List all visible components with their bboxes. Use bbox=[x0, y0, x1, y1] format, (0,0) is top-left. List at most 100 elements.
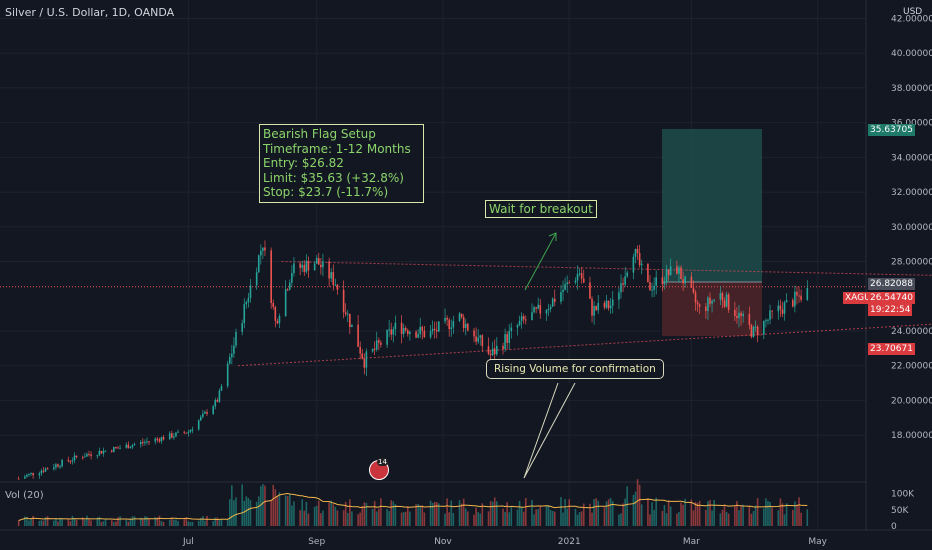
candle-body bbox=[86, 454, 88, 457]
candle-body bbox=[740, 312, 742, 317]
candle-body bbox=[55, 464, 57, 468]
volume-bar bbox=[582, 503, 585, 526]
volume-bar bbox=[44, 517, 47, 526]
volume-bar bbox=[247, 497, 250, 526]
volume-bar bbox=[171, 517, 173, 526]
flag-trendline bbox=[238, 323, 932, 367]
candle-body bbox=[423, 330, 426, 338]
volume-bar bbox=[351, 511, 353, 526]
volume-bar bbox=[139, 517, 142, 526]
countdown-badge: 19:22:54 bbox=[868, 304, 913, 316]
volume-bar bbox=[796, 505, 798, 526]
candle-body bbox=[276, 320, 279, 324]
candle-body bbox=[84, 456, 86, 458]
volume-bar bbox=[553, 511, 556, 526]
candle-body bbox=[406, 330, 409, 335]
candle-body bbox=[524, 319, 527, 321]
volume-bar bbox=[146, 516, 148, 526]
volume-bar bbox=[448, 512, 450, 526]
volume-bar bbox=[798, 497, 800, 526]
volume-bar bbox=[464, 508, 467, 526]
candle-body bbox=[146, 441, 148, 443]
volume-bar bbox=[260, 486, 262, 526]
volume-bar bbox=[651, 502, 653, 526]
volume-bar bbox=[707, 501, 709, 526]
volume-bar bbox=[197, 520, 200, 526]
candle-body bbox=[709, 297, 711, 304]
setup-line: Timeframe: 1-12 Months bbox=[263, 141, 411, 156]
volume-bar bbox=[363, 502, 366, 526]
y-tick-label: 28.00000 bbox=[891, 258, 932, 268]
candle-body bbox=[344, 312, 347, 315]
volume-bar bbox=[69, 521, 72, 526]
candle-body bbox=[361, 353, 364, 359]
volume-bar bbox=[373, 500, 376, 526]
volume-bar bbox=[375, 511, 378, 526]
volume-bar bbox=[777, 510, 780, 526]
volume-bar bbox=[692, 510, 695, 526]
chart-title[interactable]: Silver / U.S. Dollar, 1D, OANDA bbox=[5, 6, 175, 19]
candle-body bbox=[690, 276, 693, 288]
volume-bar bbox=[113, 522, 115, 526]
volume-bar bbox=[388, 510, 390, 526]
volume-bar bbox=[771, 507, 773, 526]
volume-bar bbox=[270, 500, 272, 526]
breakout-note[interactable]: Wait for breakout bbox=[485, 200, 597, 218]
volume-bar bbox=[589, 503, 591, 526]
candle-body bbox=[653, 285, 655, 290]
candle-body bbox=[243, 304, 246, 324]
candle-body bbox=[365, 351, 368, 368]
candle-body bbox=[332, 272, 335, 286]
setup-note[interactable]: Bearish Flag Setup Timeframe: 1-12 Month… bbox=[259, 124, 424, 203]
volume-bar bbox=[57, 521, 59, 526]
volume-bar bbox=[785, 503, 788, 526]
volume-tick-label: 0 bbox=[891, 522, 897, 532]
volume-callout[interactable]: Rising Volume for confirmation bbox=[486, 359, 664, 379]
volume-bar bbox=[742, 504, 744, 526]
volume-bar bbox=[533, 514, 535, 526]
volume-bar bbox=[332, 504, 335, 526]
volume-bar bbox=[678, 512, 680, 526]
volume-bar bbox=[278, 492, 281, 526]
volume-bar bbox=[632, 494, 635, 526]
volume-bar bbox=[346, 513, 349, 526]
volume-bar bbox=[144, 516, 146, 526]
candle-body bbox=[665, 269, 668, 283]
volume-bar bbox=[214, 517, 217, 526]
volume-bar bbox=[518, 500, 521, 526]
volume-bar bbox=[607, 499, 610, 526]
volume-bar bbox=[117, 517, 119, 526]
candle-body bbox=[328, 261, 330, 279]
candle-body bbox=[96, 455, 99, 457]
candle-body bbox=[522, 316, 525, 320]
candle-body bbox=[90, 454, 92, 457]
candle-body bbox=[307, 260, 310, 271]
volume-bar bbox=[636, 479, 639, 526]
setup-line: Limit: $35.63 (+32.8%) bbox=[263, 170, 404, 185]
candle-body bbox=[661, 277, 664, 285]
volume-bar bbox=[460, 503, 463, 526]
volume-bar bbox=[806, 509, 809, 526]
candle-body bbox=[175, 432, 177, 437]
candle-body bbox=[218, 390, 221, 402]
volume-bar bbox=[496, 501, 498, 526]
volume-bar bbox=[481, 503, 484, 526]
candle-body bbox=[88, 454, 90, 456]
volume-label[interactable]: Vol (20) bbox=[5, 490, 44, 501]
candle-body bbox=[475, 336, 477, 342]
candle-body bbox=[582, 278, 585, 283]
volume-bar bbox=[328, 502, 330, 526]
volume-bar bbox=[516, 509, 519, 526]
candle-body bbox=[42, 470, 45, 472]
volume-bar bbox=[506, 502, 508, 526]
candle-body bbox=[28, 473, 30, 475]
candle-body bbox=[17, 478, 20, 480]
candle-body bbox=[794, 291, 796, 307]
candle-body bbox=[26, 474, 28, 477]
candle-body bbox=[493, 348, 496, 355]
candle-body bbox=[336, 284, 339, 290]
volume-bar bbox=[160, 521, 163, 526]
candle-body bbox=[69, 460, 72, 462]
volume-bar bbox=[638, 484, 641, 526]
